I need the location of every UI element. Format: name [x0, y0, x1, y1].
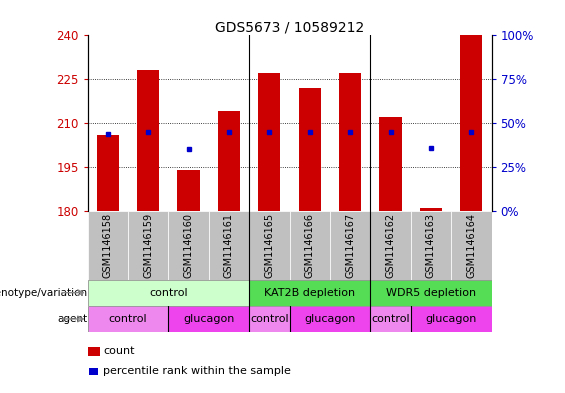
Bar — [371, 211, 411, 279]
Text: GSM1146160: GSM1146160 — [184, 213, 194, 277]
Bar — [411, 211, 451, 279]
Bar — [137, 70, 159, 211]
Text: GSM1146161: GSM1146161 — [224, 213, 234, 277]
Text: genotype/variation: genotype/variation — [0, 288, 88, 298]
Bar — [97, 135, 119, 211]
Bar — [460, 35, 483, 211]
Bar — [411, 306, 492, 332]
Bar — [177, 170, 199, 211]
Text: glucagon: glucagon — [305, 314, 355, 324]
Text: GSM1146166: GSM1146166 — [305, 213, 315, 277]
Text: glucagon: glucagon — [425, 314, 477, 324]
Text: agent: agent — [58, 314, 88, 324]
Bar — [371, 279, 492, 306]
Bar — [290, 211, 330, 279]
Text: control: control — [108, 314, 147, 324]
Bar — [128, 211, 168, 279]
Bar — [218, 111, 240, 211]
Text: GSM1146165: GSM1146165 — [264, 213, 275, 277]
Bar — [168, 211, 209, 279]
Text: count: count — [103, 346, 135, 356]
Text: control: control — [149, 288, 188, 298]
Text: GSM1146159: GSM1146159 — [143, 213, 153, 277]
Text: KAT2B depletion: KAT2B depletion — [264, 288, 355, 298]
Text: GSM1146167: GSM1146167 — [345, 213, 355, 277]
Bar — [168, 306, 249, 332]
Bar — [258, 73, 280, 211]
Bar — [330, 211, 371, 279]
Bar — [371, 306, 411, 332]
Text: glucagon: glucagon — [183, 314, 234, 324]
Bar — [88, 306, 168, 332]
Bar — [420, 208, 442, 211]
Text: GSM1146164: GSM1146164 — [466, 213, 476, 277]
Bar — [380, 117, 402, 211]
Text: control: control — [250, 314, 289, 324]
Bar — [290, 306, 371, 332]
Bar — [299, 88, 321, 211]
Text: GSM1146158: GSM1146158 — [103, 213, 113, 277]
Title: GDS5673 / 10589212: GDS5673 / 10589212 — [215, 20, 364, 34]
Bar — [339, 73, 361, 211]
Bar — [451, 211, 492, 279]
Bar — [88, 211, 128, 279]
Text: percentile rank within the sample: percentile rank within the sample — [103, 366, 292, 376]
Text: WDR5 depletion: WDR5 depletion — [386, 288, 476, 298]
Text: GSM1146162: GSM1146162 — [385, 213, 396, 277]
Bar — [88, 279, 249, 306]
Bar — [249, 306, 289, 332]
Text: control: control — [371, 314, 410, 324]
Text: GSM1146163: GSM1146163 — [426, 213, 436, 277]
Bar — [249, 279, 371, 306]
Bar — [209, 211, 249, 279]
Bar — [249, 211, 289, 279]
